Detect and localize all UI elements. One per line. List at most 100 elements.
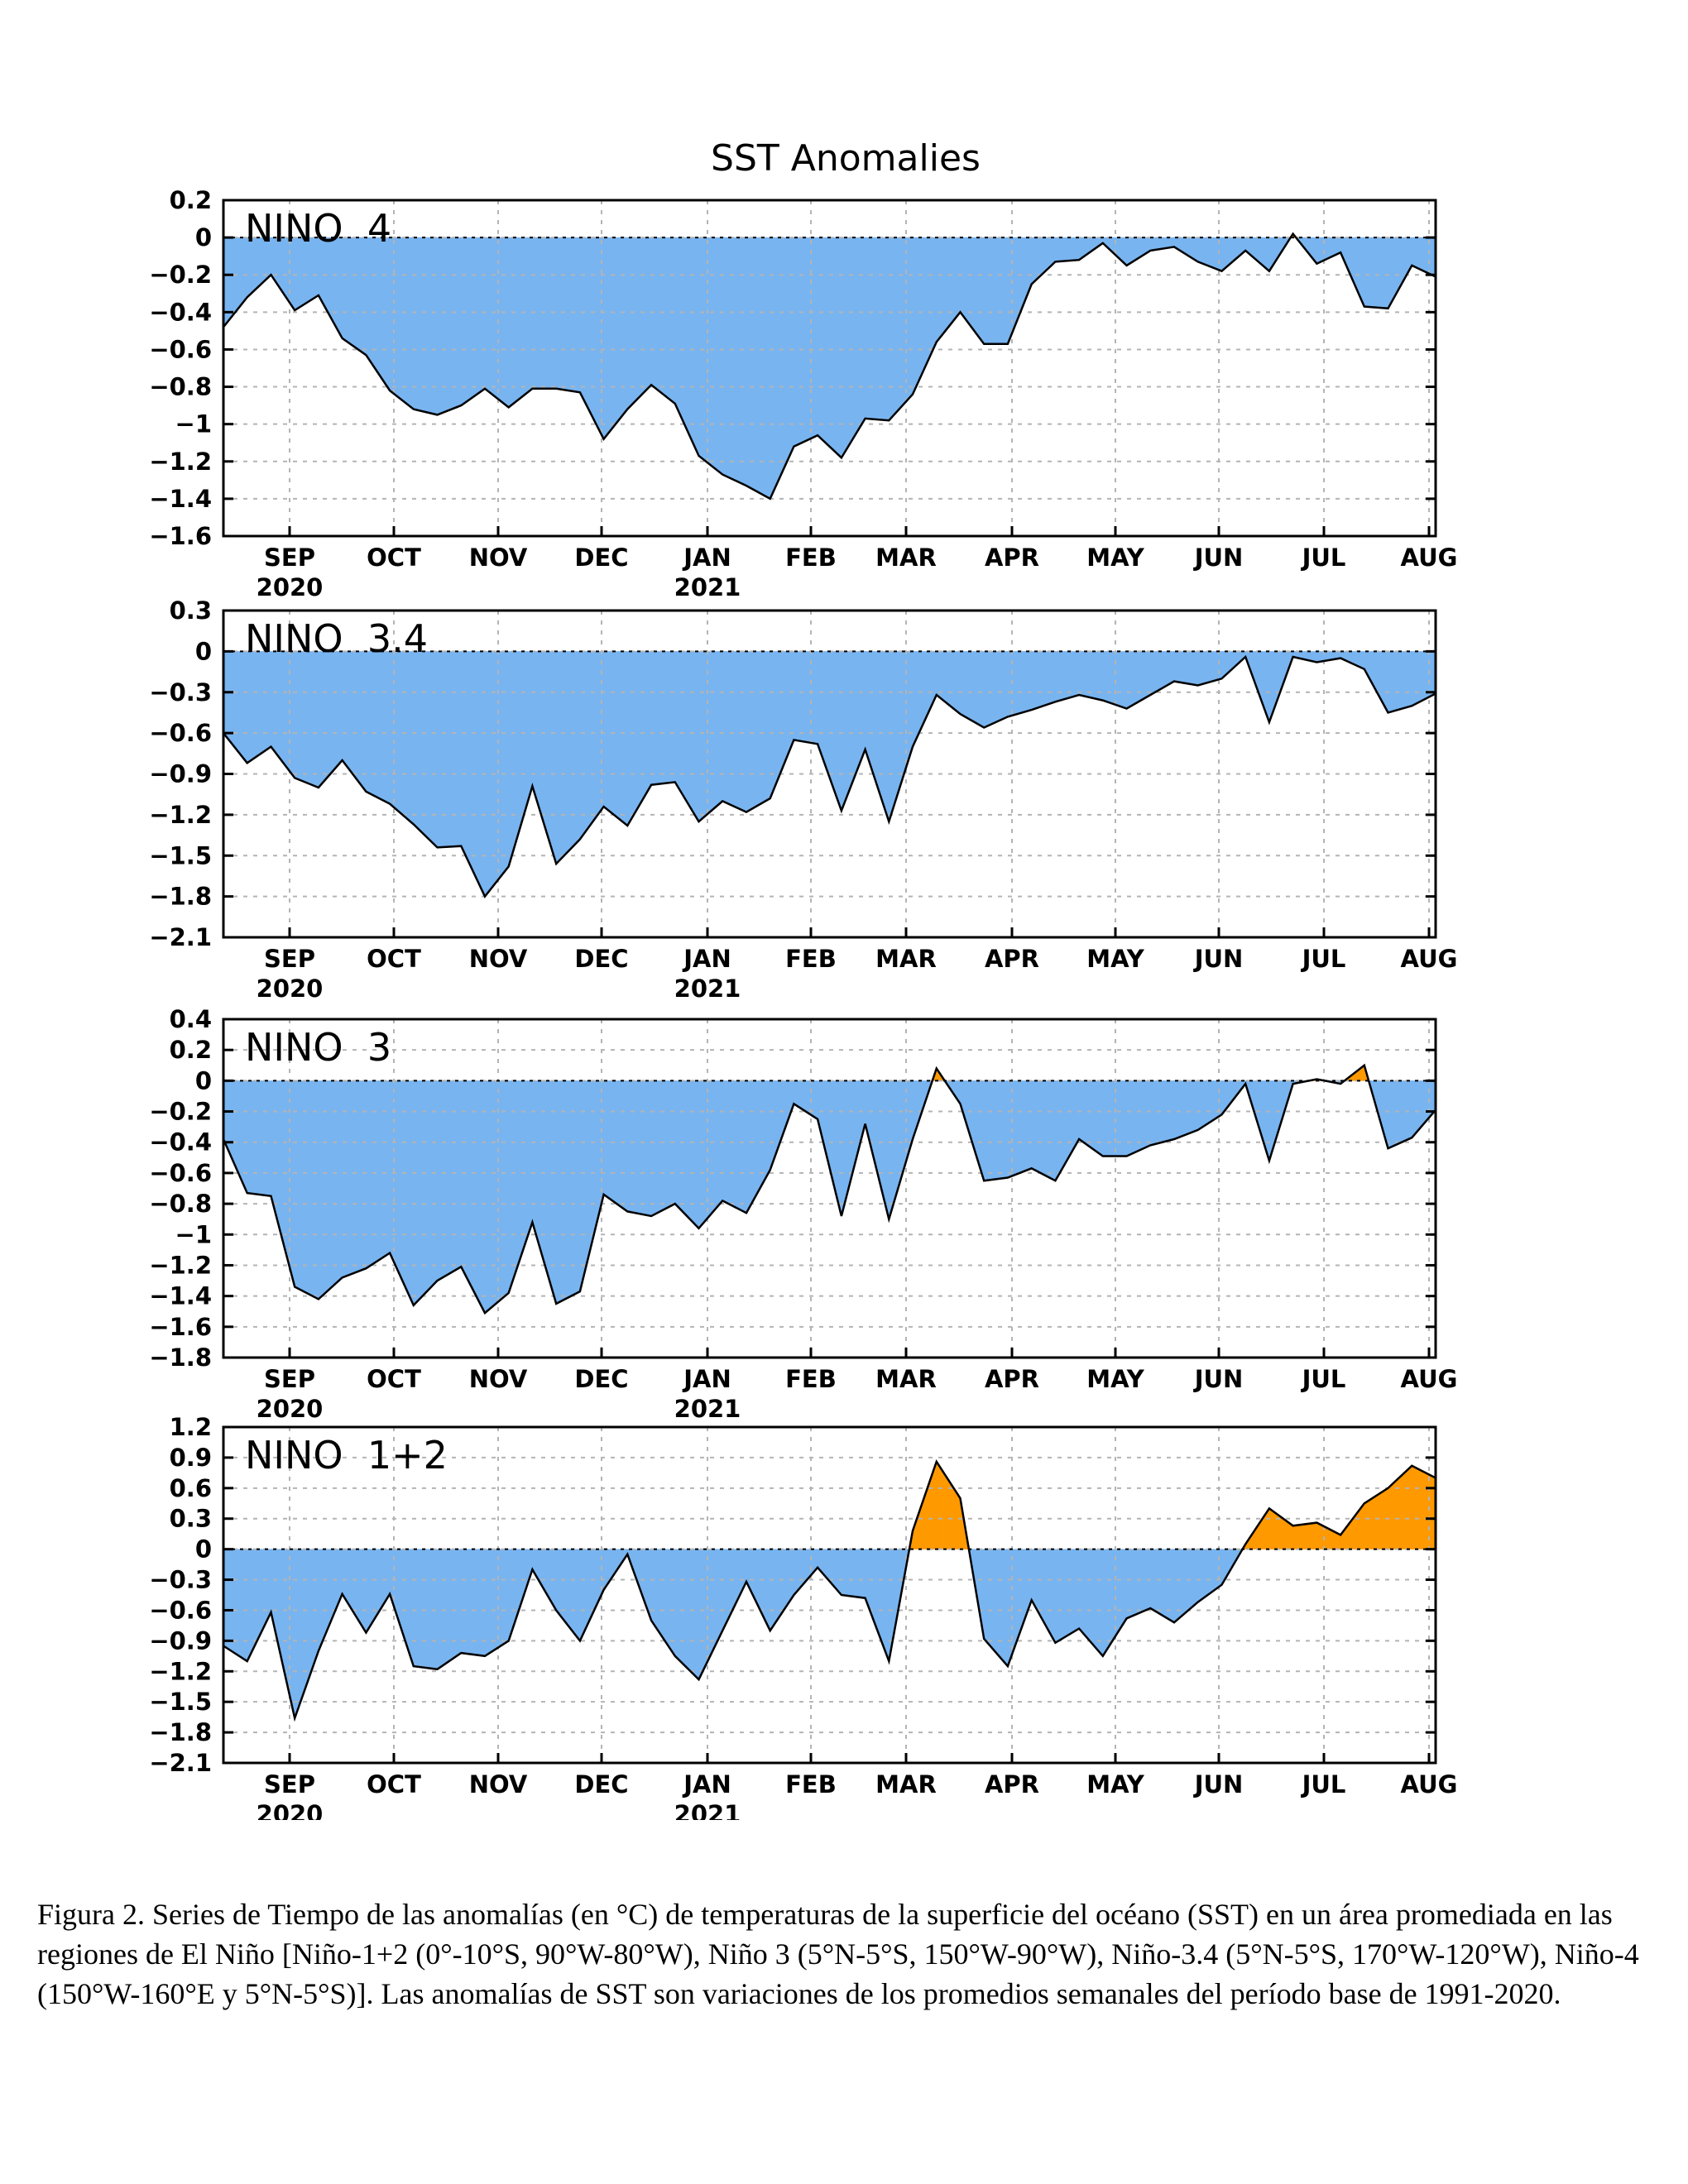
x-tick-label: OCT xyxy=(367,544,421,572)
x-tick-label: NOV xyxy=(469,1770,528,1798)
anomaly-fill xyxy=(437,1080,462,1281)
panel-nino-3-4: 0.3 0 −0.3 −0.6 −0.9 −1.2 −1.5 −1.8 −2.1 SEP OCT NO… xyxy=(149,596,1457,1003)
anomaly-fill xyxy=(247,1080,271,1197)
anomaly-fill xyxy=(460,237,486,406)
anomaly-fill xyxy=(983,237,1009,344)
x-tick-label: SEP xyxy=(264,544,315,572)
anomaly-fill xyxy=(1055,1549,1080,1644)
anomaly-fill xyxy=(555,651,581,864)
y-tick-label: −0.8 xyxy=(149,1190,212,1218)
anomaly-fill xyxy=(1388,651,1412,713)
y-tick-label: −1.8 xyxy=(149,1343,212,1372)
anomaly-fill xyxy=(1055,237,1080,262)
x-tick-label: NOV xyxy=(469,1365,528,1393)
anomaly-fill xyxy=(722,651,747,813)
y-tick-label: 0.3 xyxy=(170,596,212,625)
anomaly-fill xyxy=(698,651,723,822)
anomaly-fill xyxy=(294,1080,319,1300)
x-year-label: 2020 xyxy=(257,975,324,1003)
x-tick-label: AUG xyxy=(1401,1365,1458,1393)
x-tick-label: MAR xyxy=(875,945,937,973)
x-tick-label: MAY xyxy=(1086,1770,1145,1798)
y-tick-label: −0.8 xyxy=(149,373,212,401)
anomaly-fill xyxy=(1126,1549,1151,1619)
y-tick-label: −0.4 xyxy=(149,1128,212,1157)
x-tick-label: APR xyxy=(985,1770,1039,1798)
panel-label: NINO 3 xyxy=(245,1025,391,1070)
y-tick-label: −1.4 xyxy=(149,485,212,513)
x-tick-label: SEP xyxy=(264,945,315,973)
anomaly-fill xyxy=(1149,1080,1175,1146)
x-tick-label: FEB xyxy=(785,1770,837,1798)
y-tick-label: −0.9 xyxy=(149,1626,212,1655)
anomaly-fill xyxy=(627,237,652,410)
series-line xyxy=(223,1458,1436,1722)
y-tick-label: 0 xyxy=(195,1535,212,1564)
x-tick-label: DEC xyxy=(574,1770,628,1798)
anomaly-fill xyxy=(437,1549,462,1670)
anomaly-fill xyxy=(627,1080,652,1217)
anomaly-fill xyxy=(794,651,818,745)
y-tick-label: 0 xyxy=(195,1066,212,1094)
x-tick-label: APR xyxy=(985,1365,1039,1393)
x-tick-label: JUN xyxy=(1193,1365,1244,1393)
x-tick-label: FEB xyxy=(785,945,837,973)
plot-border xyxy=(222,199,1437,538)
anomaly-fill xyxy=(1173,651,1199,686)
x-tick-label: SEP xyxy=(264,1365,315,1393)
y-tick-label: −1.4 xyxy=(149,1282,212,1310)
y-tick-label: 0.9 xyxy=(170,1444,212,1472)
anomaly-fill xyxy=(484,1080,510,1314)
anomaly-fill xyxy=(508,237,533,408)
y-tick-label: −1.2 xyxy=(149,801,212,829)
x-year-label: 2020 xyxy=(257,1395,324,1423)
x-tick-label: JUL xyxy=(1301,544,1346,572)
y-tick-label: −1.8 xyxy=(149,883,212,911)
x-tick-label: OCT xyxy=(367,1365,421,1393)
y-tick-label: −0.3 xyxy=(149,1566,212,1594)
anomaly-fill xyxy=(318,1080,343,1300)
panel-nino-3: 0.4 0.20 −0.2−0.4−0.6 −0.8−1 −1.2 −1.4 −1.6−1.… xyxy=(149,1005,1457,1423)
sst-anomalies-figure: SST Anomalies 0.20−0.2−0.4−0.6−0.8−1−1.2… xyxy=(149,137,1458,1820)
anomaly-fill xyxy=(1055,651,1080,702)
anomaly-fill xyxy=(366,1080,391,1269)
anomaly-fill xyxy=(413,237,438,415)
anomaly-fill xyxy=(865,237,890,421)
y-tick-label: 0.2 xyxy=(170,1036,212,1064)
x-tick-label: AUG xyxy=(1401,945,1458,973)
anomaly-fill xyxy=(1031,1080,1056,1181)
x-year-label: 2021 xyxy=(674,975,741,1003)
x-tick-label: JUL xyxy=(1301,945,1346,973)
anomaly-fill xyxy=(841,1549,866,1599)
anomaly-fill xyxy=(1411,1465,1436,1549)
y-tick-label: 1.2 xyxy=(170,1413,212,1441)
x-tick-label: AUG xyxy=(1401,1770,1458,1798)
x-tick-label: MAR xyxy=(875,1770,937,1798)
y-tick-label: −1.8 xyxy=(149,1718,212,1746)
x-tick-label: FEB xyxy=(785,544,837,572)
x-tick-label: JUN xyxy=(1193,544,1244,572)
anomaly-fill xyxy=(555,237,581,393)
anomaly-fill xyxy=(437,651,462,848)
x-tick-label: JAN xyxy=(682,945,731,973)
anomaly-fill xyxy=(983,1080,1009,1181)
anomaly-fill xyxy=(294,651,319,788)
anomaly-fill xyxy=(1031,651,1056,711)
anomaly-fill xyxy=(413,1549,438,1670)
x-tick-label: APR xyxy=(985,945,1039,973)
x-tick-label: MAR xyxy=(875,544,937,572)
anomaly-fill xyxy=(1364,237,1388,309)
panel-label: NINO 3.4 xyxy=(245,616,428,661)
anomaly-fill xyxy=(342,237,367,356)
anomaly-fill xyxy=(366,651,391,805)
x-tick-label: OCT xyxy=(367,1770,421,1798)
plot-border xyxy=(222,1425,1437,1765)
x-tick-label: DEC xyxy=(574,945,628,973)
y-tick-label: 0.6 xyxy=(170,1474,212,1502)
series-line xyxy=(223,654,1436,898)
anomaly-fill xyxy=(437,237,462,415)
anomaly-fill xyxy=(722,1080,747,1214)
x-tick-label: NOV xyxy=(469,945,528,973)
anomaly-fill xyxy=(484,237,510,408)
x-year-label: 2021 xyxy=(674,573,741,601)
